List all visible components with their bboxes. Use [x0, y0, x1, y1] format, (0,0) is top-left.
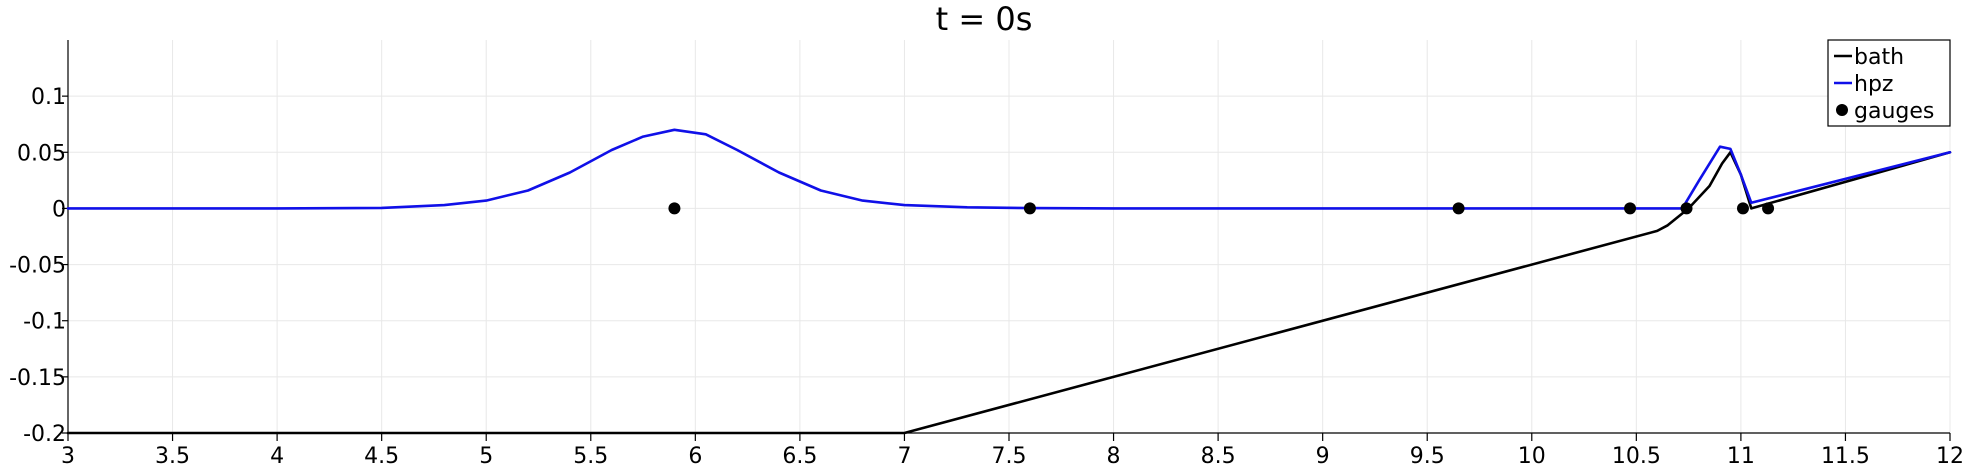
gauge-point: [1624, 202, 1637, 215]
gauge-point: [1680, 202, 1693, 215]
y-tick-label: -0.2: [23, 422, 66, 447]
y-tick-label: -0.15: [9, 366, 66, 391]
chart-title: t = 0s: [936, 0, 1033, 38]
x-tick-label: 9.5: [1410, 444, 1445, 469]
y-tick-label: 0.1: [31, 85, 66, 110]
x-tick-label: 5.5: [573, 444, 608, 469]
x-tick-label: 10: [1518, 444, 1546, 469]
x-tick-label: 8: [1107, 444, 1121, 469]
x-tick-label: 4.5: [364, 444, 399, 469]
gauge-point: [1762, 202, 1775, 215]
y-tick-label: -0.1: [23, 310, 66, 335]
x-tick-label: 11.5: [1821, 444, 1870, 469]
x-tick-label: 6: [688, 444, 702, 469]
x-tick-label: 3: [61, 444, 75, 469]
axes: 3 3.5 4 4.5 5 5.5 6 6.5 7 7.5 8 8.5 9 9.5 10 10.5 11 11.5…: [9, 40, 1964, 469]
x-tick-label: 12: [1936, 444, 1964, 469]
x-tick-label: 5: [479, 444, 493, 469]
x-tick-label: 6.5: [782, 444, 817, 469]
y-tick-label: 0.05: [17, 141, 66, 166]
x-tick-label: 3.5: [155, 444, 190, 469]
x-tick-label: 10.5: [1612, 444, 1661, 469]
series: [66, 128, 1952, 435]
legend-label-gauges: gauges: [1854, 99, 1934, 124]
legend-swatch-gauges: [1836, 104, 1848, 116]
grid: [67, 40, 1951, 434]
legend-label-hpz: hpz: [1854, 72, 1893, 97]
gauge-point: [1023, 202, 1036, 215]
gauge-point: [1452, 202, 1465, 215]
x-tick-label: 9: [1316, 444, 1330, 469]
gauge-point: [668, 202, 681, 215]
x-tick-label: 8.5: [1201, 444, 1236, 469]
x-tick-label: 4: [270, 444, 284, 469]
y-tick-label: 0: [52, 197, 66, 222]
legend-label-bath: bath: [1854, 45, 1904, 70]
x-tick-label: 11: [1727, 444, 1755, 469]
gauge-point: [1736, 202, 1749, 215]
x-tick-label: 7: [897, 444, 911, 469]
y-tick-label: -0.05: [9, 254, 66, 279]
series-line-hpz: [66, 128, 1952, 210]
x-tick-label: 7.5: [992, 444, 1027, 469]
